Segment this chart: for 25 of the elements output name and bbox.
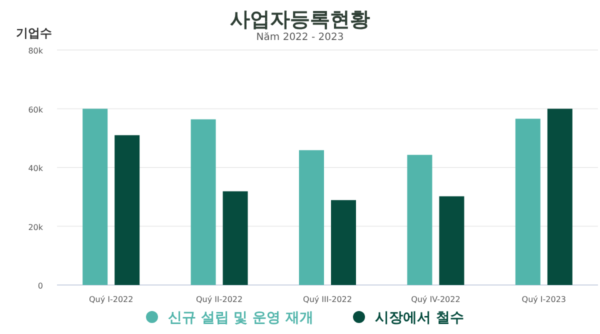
- bar: [547, 108, 572, 285]
- bar: [82, 108, 108, 285]
- bar: [190, 119, 216, 285]
- y-tick-label: 0: [38, 282, 43, 290]
- y-tick-label: 80k: [28, 46, 44, 56]
- bar: [114, 135, 140, 285]
- x-tick-label: Quý II-2022: [196, 295, 243, 304]
- bar: [407, 154, 432, 285]
- bar: [299, 150, 324, 285]
- y-tick-label: 60k: [28, 105, 44, 114]
- bar: [222, 191, 248, 285]
- chart-title: 사업자등록현황: [230, 7, 370, 31]
- chart-subtitle: Năm 2022 - 2023: [256, 32, 344, 43]
- bar: [439, 196, 464, 285]
- x-tick-label: Quý III-2022: [303, 295, 352, 304]
- y-tick-label: 20k: [28, 222, 44, 232]
- legend-label: 시장에서 철수: [375, 310, 464, 326]
- bar: [331, 200, 356, 285]
- x-tick-label: Quý I-2023: [522, 295, 566, 304]
- y-axis-title: 기업수: [16, 26, 52, 40]
- legend-label: 신규 설립 및 운영 재개: [168, 310, 314, 326]
- bar: [515, 118, 540, 285]
- x-tick-label: Quý I-2022: [88, 295, 134, 304]
- y-tick-label: 40k: [28, 164, 44, 173]
- x-tick-label: Quý IV-2022: [411, 295, 460, 304]
